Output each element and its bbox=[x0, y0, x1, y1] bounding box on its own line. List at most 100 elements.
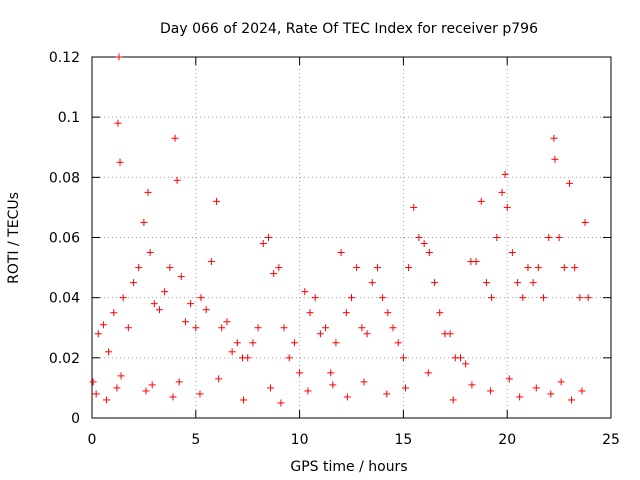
data-point bbox=[316, 330, 324, 338]
y-tick-label: 0.1 bbox=[58, 110, 80, 126]
data-point bbox=[498, 188, 506, 196]
data-point bbox=[259, 240, 267, 248]
data-point bbox=[462, 360, 470, 368]
data-point bbox=[425, 249, 433, 257]
data-point bbox=[254, 324, 262, 332]
data-point bbox=[329, 381, 337, 389]
data-point bbox=[322, 324, 330, 332]
data-point bbox=[449, 396, 457, 404]
data-point bbox=[169, 393, 177, 401]
data-point bbox=[424, 369, 432, 377]
data-point bbox=[353, 264, 361, 272]
x-tick-label: 0 bbox=[88, 432, 97, 448]
data-point bbox=[181, 318, 189, 326]
data-point bbox=[249, 339, 257, 347]
x-tick-label: 25 bbox=[602, 432, 620, 448]
data-point bbox=[420, 240, 428, 248]
y-tick-label: 0.12 bbox=[49, 50, 80, 66]
data-point bbox=[363, 330, 371, 338]
data-point bbox=[171, 134, 179, 142]
data-point bbox=[155, 306, 163, 314]
data-point bbox=[116, 158, 124, 166]
data-point bbox=[311, 294, 319, 302]
data-point bbox=[516, 393, 524, 401]
data-point bbox=[119, 294, 127, 302]
y-axis-ticks: 0 0.02 0.04 0.06 0.08 0.1 0.12 bbox=[49, 50, 611, 427]
data-point bbox=[348, 294, 355, 302]
data-point bbox=[270, 270, 278, 278]
data-point bbox=[99, 321, 107, 329]
y-tick-label: 0.06 bbox=[49, 231, 80, 247]
data-point bbox=[576, 294, 584, 302]
data-point bbox=[456, 354, 464, 362]
data-point bbox=[264, 234, 272, 241]
data-point bbox=[477, 197, 485, 205]
data-point bbox=[342, 309, 350, 317]
plot-frame bbox=[91, 56, 612, 419]
data-point bbox=[337, 249, 345, 257]
data-point bbox=[568, 396, 576, 404]
y-tick-label: 0.04 bbox=[49, 291, 80, 307]
data-point bbox=[113, 384, 121, 392]
data-point bbox=[545, 234, 553, 241]
grid bbox=[92, 57, 611, 418]
data-point bbox=[218, 324, 226, 332]
y-tick-label: 0 bbox=[71, 411, 80, 427]
data-point bbox=[135, 264, 143, 272]
data-point bbox=[373, 264, 381, 272]
data-point bbox=[488, 294, 496, 302]
data-point bbox=[197, 294, 205, 302]
data-point bbox=[144, 188, 152, 196]
data-point bbox=[343, 393, 351, 401]
data-point bbox=[175, 378, 183, 386]
data-point bbox=[493, 234, 501, 241]
data-point bbox=[103, 396, 111, 404]
data-point bbox=[161, 288, 169, 296]
data-point bbox=[468, 381, 476, 389]
data-point bbox=[233, 339, 241, 347]
data-point bbox=[571, 264, 579, 272]
y-tick-label: 0.02 bbox=[49, 351, 80, 367]
data-point bbox=[410, 203, 418, 211]
data-point bbox=[389, 324, 397, 332]
data-point bbox=[394, 339, 402, 347]
data-point bbox=[508, 249, 516, 257]
data-point bbox=[196, 390, 204, 398]
data-point bbox=[304, 387, 312, 395]
data-point bbox=[280, 324, 288, 332]
data-point bbox=[290, 339, 298, 347]
data-point bbox=[565, 179, 573, 187]
data-point bbox=[384, 309, 392, 317]
data-point bbox=[551, 155, 559, 163]
data-point bbox=[529, 279, 537, 287]
data-point bbox=[202, 306, 210, 314]
data-point bbox=[540, 294, 548, 302]
data-point bbox=[150, 300, 158, 308]
data-point bbox=[115, 53, 123, 61]
data-point bbox=[213, 197, 221, 205]
y-tick-label: 0.08 bbox=[49, 170, 80, 186]
data-point bbox=[306, 309, 314, 317]
data-point bbox=[368, 279, 376, 287]
data-point bbox=[557, 378, 565, 386]
data-point bbox=[519, 294, 527, 302]
data-point bbox=[578, 387, 586, 395]
data-point bbox=[187, 300, 195, 308]
data-point bbox=[114, 119, 122, 127]
chart-title: Day 066 of 2024, Rate Of TEC Index for r… bbox=[160, 21, 538, 37]
x-tick-label: 5 bbox=[191, 432, 200, 448]
data-point bbox=[482, 279, 490, 287]
data-point bbox=[110, 309, 118, 317]
data-points bbox=[89, 53, 592, 407]
data-point bbox=[547, 390, 555, 398]
data-point bbox=[296, 369, 304, 377]
data-point bbox=[327, 369, 335, 377]
data-point bbox=[555, 234, 563, 241]
data-point bbox=[244, 354, 252, 362]
data-point bbox=[275, 264, 283, 272]
data-point bbox=[92, 390, 100, 398]
data-point bbox=[503, 203, 511, 211]
data-point bbox=[130, 279, 138, 287]
data-point bbox=[514, 279, 522, 287]
